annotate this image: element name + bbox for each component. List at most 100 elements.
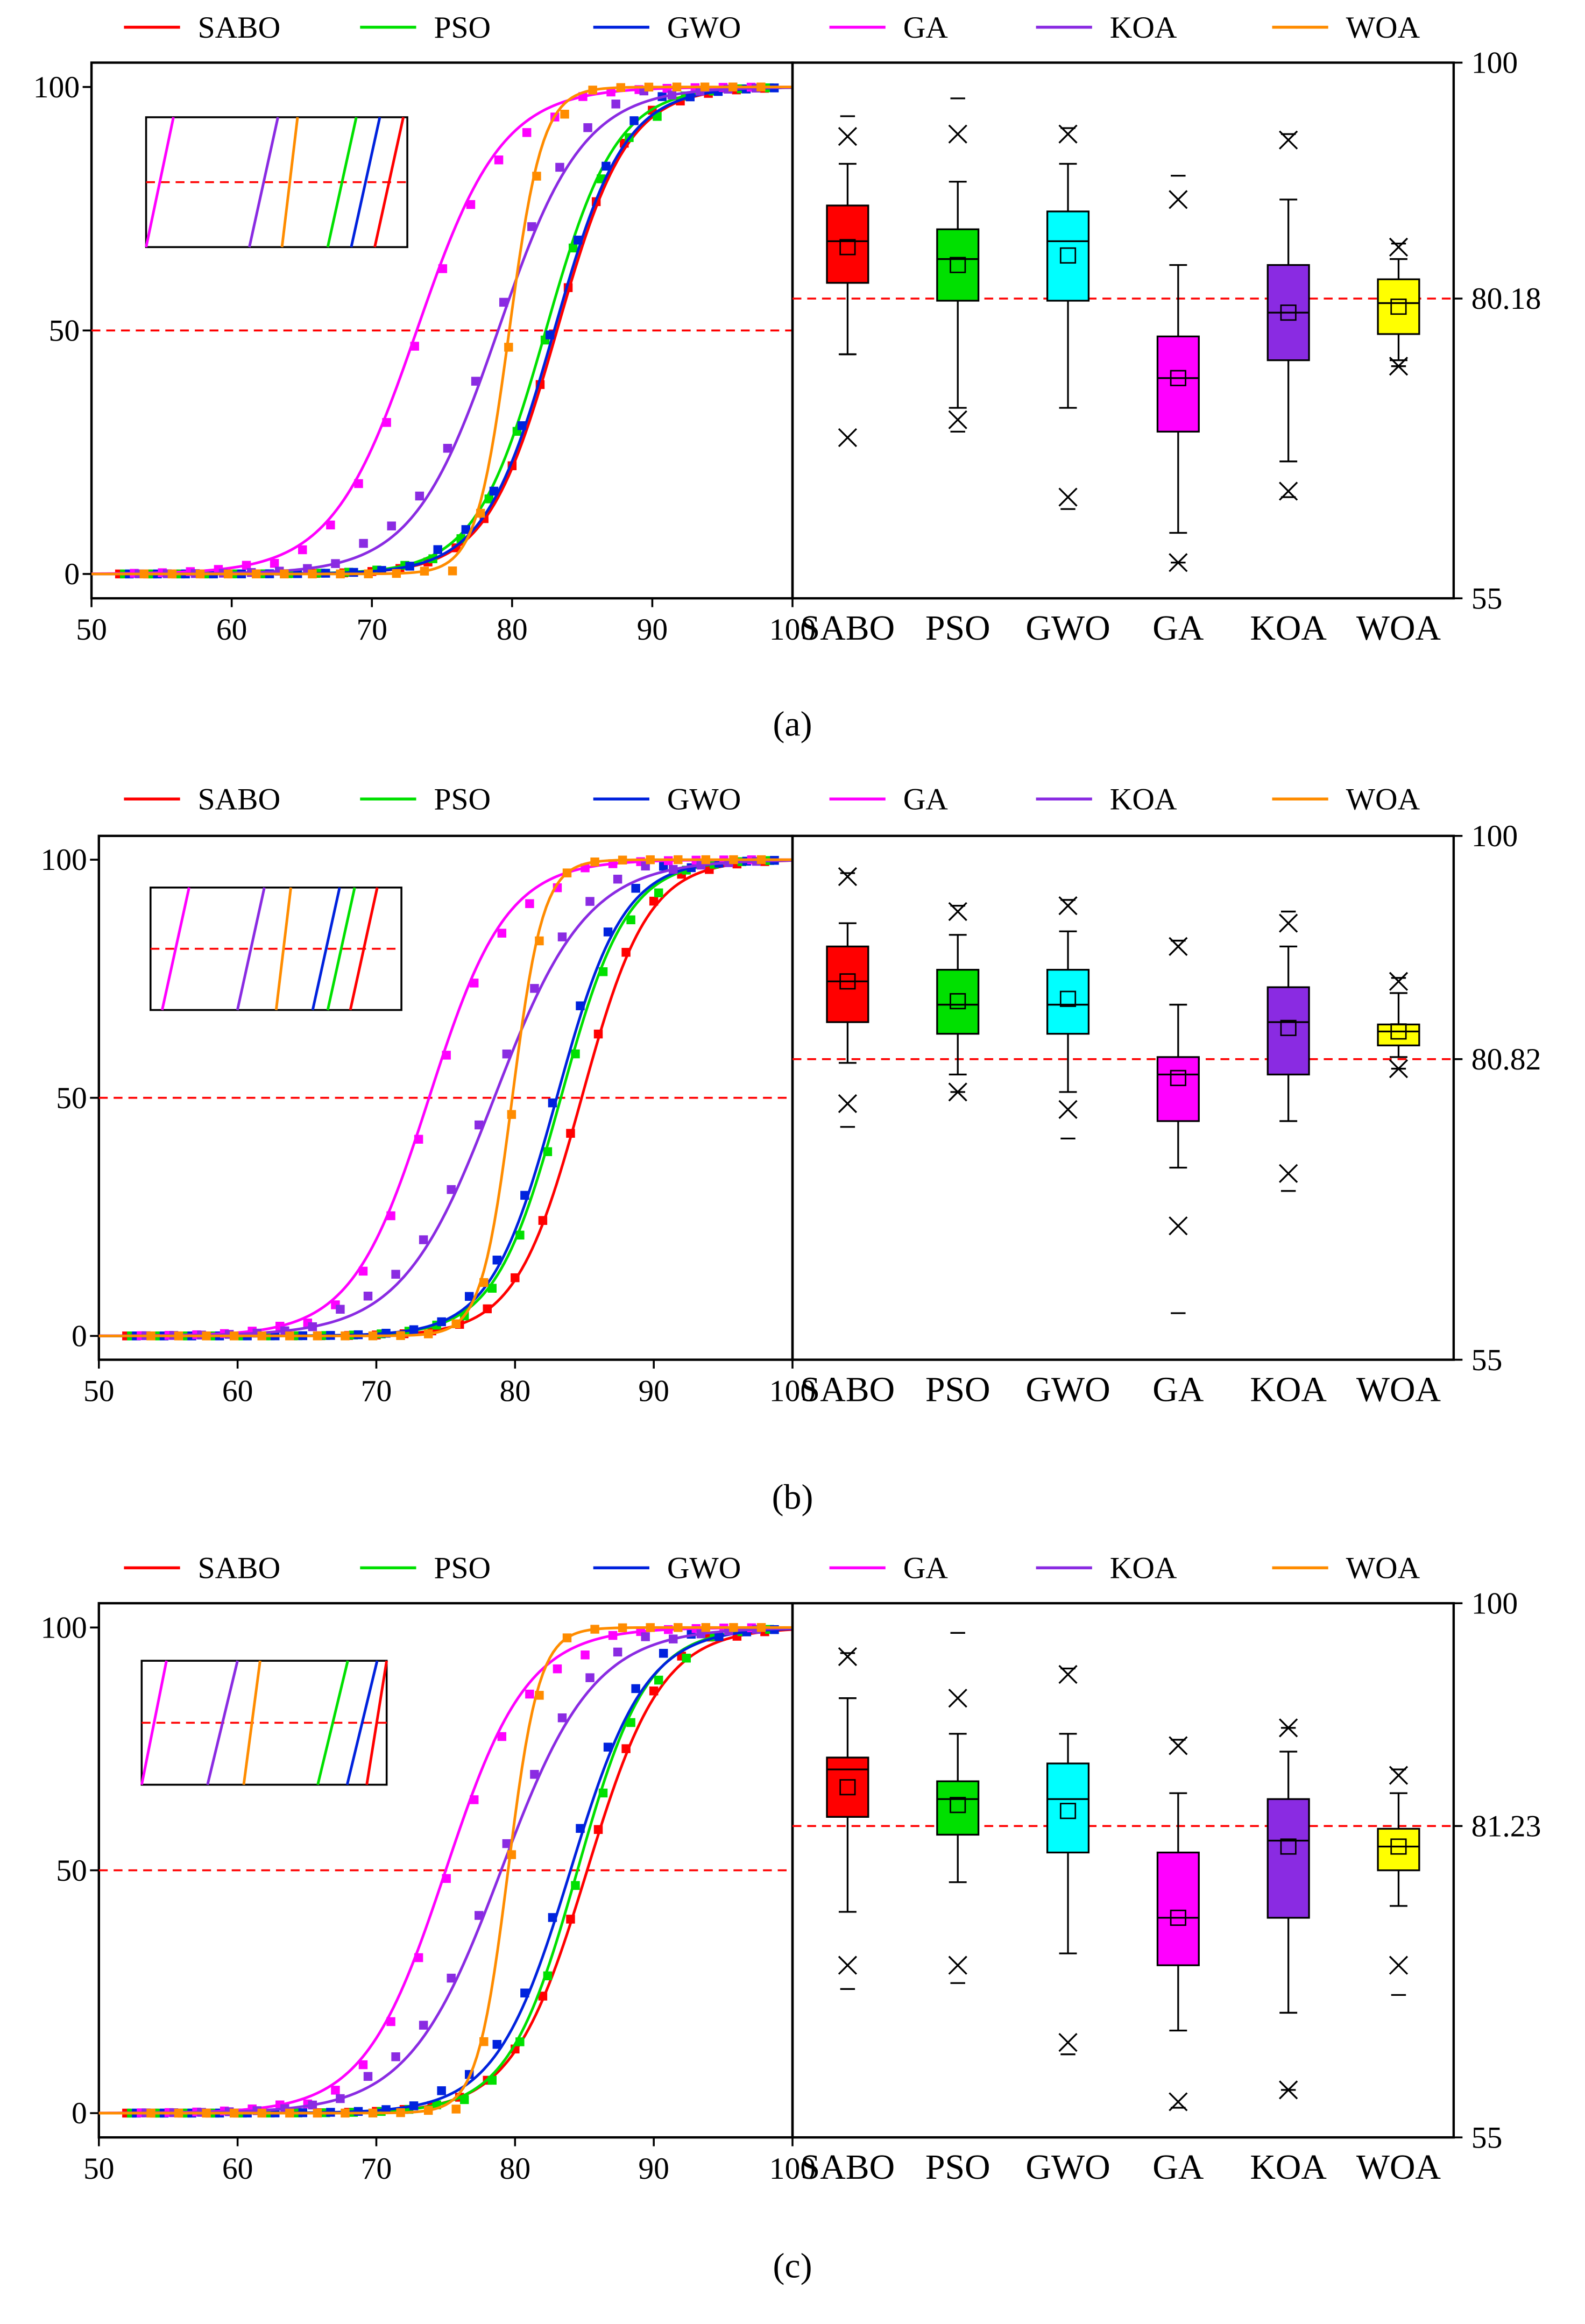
data-point-gwo	[520, 1191, 529, 1200]
data-point-pso	[515, 2037, 525, 2046]
data-point-pso	[543, 1971, 553, 1981]
inset-line-pso	[316, 1660, 349, 1785]
right-plot-frame	[791, 61, 1455, 600]
mean-marker	[1170, 1069, 1186, 1086]
inset-line-koa	[236, 887, 266, 1010]
data-point-gwo	[492, 1256, 502, 1265]
percentile-marker-lower	[838, 1094, 858, 1114]
data-point-gwo	[461, 525, 471, 534]
data-point-woa	[146, 1331, 155, 1341]
data-point-woa	[257, 2108, 266, 2118]
data-point-woa	[313, 2108, 322, 2118]
category-label-koa: KOA	[1250, 1370, 1327, 1409]
percentile-marker-lower	[838, 1955, 858, 1975]
data-point-woa	[588, 86, 597, 95]
right-plot-frame	[791, 834, 1455, 1361]
data-point-pso	[515, 1230, 525, 1240]
box-koa	[1266, 1718, 1310, 2100]
x-tick-label: 60	[222, 2152, 253, 2186]
data-point-ga	[581, 1650, 590, 1660]
data-point-koa	[475, 1911, 484, 1920]
x-tick-label: 70	[361, 2152, 392, 2186]
inset-frame	[145, 116, 408, 249]
inset-line-pso	[326, 887, 356, 1010]
data-point-pso	[487, 1284, 497, 1293]
data-point-ga	[270, 558, 279, 568]
inset-line-woa	[242, 1660, 261, 1785]
data-point-sabo	[483, 1304, 492, 1314]
data-point-ga	[606, 87, 615, 97]
box-body	[1156, 1851, 1200, 1966]
right-y-tick-label: 100	[1471, 46, 1518, 80]
category-label-pso: PSO	[925, 608, 990, 648]
data-point-woa	[674, 855, 683, 865]
box-sabo	[826, 867, 869, 1128]
data-point-ga	[466, 200, 476, 209]
x-tick-label: 100	[769, 613, 816, 647]
data-point-woa	[308, 569, 317, 579]
data-point-gwo	[437, 2086, 446, 2095]
y-tick-label: 50	[49, 314, 80, 348]
y-tick-label: 0	[72, 2096, 87, 2130]
data-point-sabo	[511, 1273, 520, 1283]
data-point-woa	[451, 1319, 461, 1328]
data-point-koa	[502, 1839, 512, 1848]
x-tick-label: 100	[769, 2152, 816, 2186]
data-point-koa	[471, 377, 480, 386]
data-point-woa	[341, 1331, 350, 1341]
data-point-ga	[497, 929, 507, 938]
category-label-gwo: GWO	[1025, 608, 1110, 648]
inset-line-sabo	[349, 887, 379, 1010]
x-tick-label: 90	[638, 1374, 669, 1408]
category-label-pso: PSO	[925, 2148, 990, 2187]
category-label-woa: WOA	[1356, 608, 1441, 648]
box-body	[826, 945, 869, 1023]
data-point-ga	[354, 479, 363, 488]
points-woa	[139, 82, 766, 579]
data-point-koa	[475, 1120, 484, 1130]
mean-marker	[1059, 990, 1077, 1007]
data-point-gwo	[574, 236, 583, 245]
data-point-koa	[557, 932, 567, 941]
data-point-koa	[419, 1235, 428, 1244]
inset-line-koa	[206, 1660, 239, 1785]
data-point-woa	[700, 82, 710, 91]
data-point-ga	[410, 342, 419, 351]
data-point-koa	[502, 1049, 512, 1059]
data-point-pso	[487, 2075, 497, 2085]
box-body	[1377, 1827, 1420, 1872]
right-chart: 55 100 81.23 SABO PSO GWO GA KOA WOA	[791, 1586, 1541, 2187]
data-point-woa	[392, 569, 401, 578]
data-point-woa	[280, 569, 289, 579]
data-point-koa	[527, 222, 536, 231]
data-point-sabo	[649, 896, 659, 906]
data-point-ga	[525, 1689, 534, 1699]
data-point-pso	[654, 888, 663, 897]
box-gwo	[1046, 1664, 1090, 2056]
percentile-marker-lower	[838, 428, 858, 448]
inset-zoom	[145, 116, 408, 249]
data-point-gwo	[409, 2101, 419, 2110]
data-point-woa	[229, 2108, 239, 2118]
data-point-woa	[476, 508, 485, 518]
data-point-ga	[494, 155, 504, 165]
right-y-tick-label: 55	[1471, 1343, 1503, 1377]
y-tick-label: 0	[64, 557, 80, 591]
data-point-woa	[532, 172, 541, 181]
y-tick-label: 50	[56, 1854, 87, 1888]
mean-marker	[1280, 304, 1297, 321]
data-point-sabo	[566, 1915, 575, 1924]
reference-value-label: 81.23	[1471, 1810, 1541, 1844]
data-point-sabo	[621, 1744, 631, 1753]
data-point-woa	[364, 569, 373, 578]
data-point-woa	[448, 566, 457, 576]
data-point-woa	[252, 569, 261, 579]
data-point-sabo	[566, 1129, 575, 1138]
data-point-woa	[756, 82, 766, 91]
x-tick-label: 80	[497, 613, 528, 647]
percentile-marker-upper	[838, 1647, 858, 1667]
data-point-woa	[729, 1623, 738, 1632]
data-point-gwo	[576, 1001, 585, 1010]
data-point-koa	[415, 491, 424, 501]
x-tick-label: 50	[83, 2152, 115, 2186]
